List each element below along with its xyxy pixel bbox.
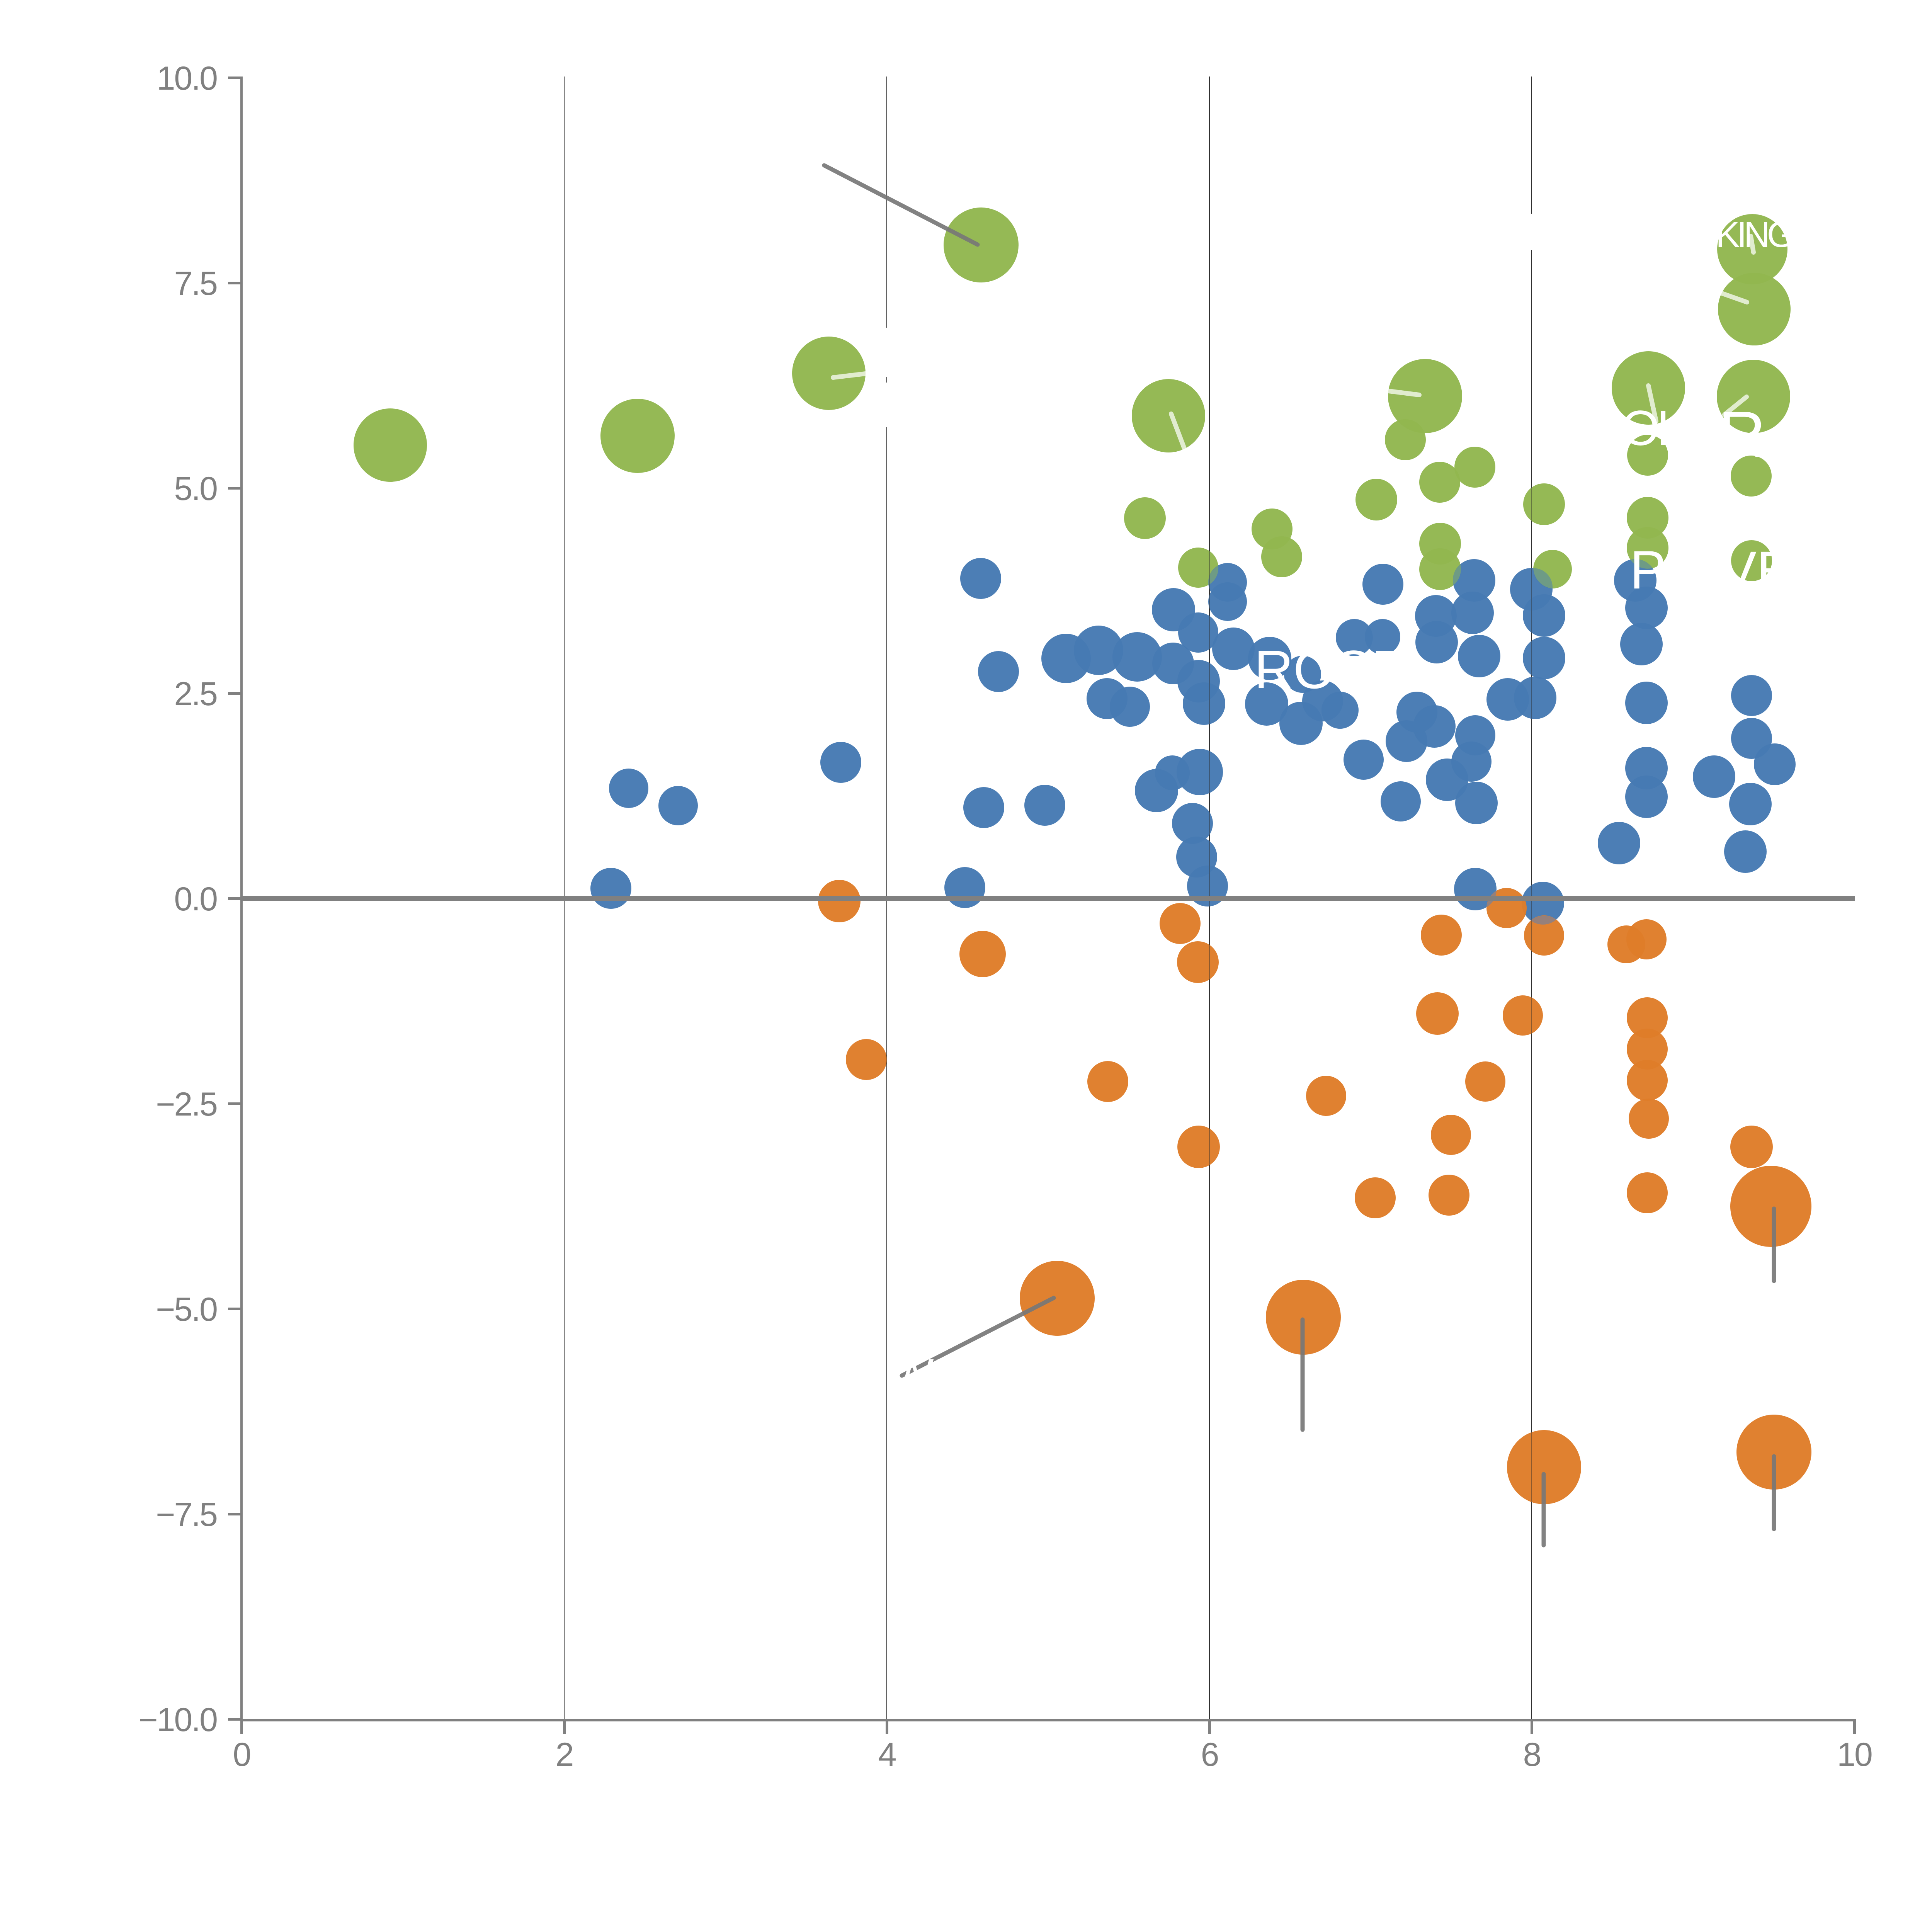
svg-text:5.0: 5.0 <box>174 470 217 507</box>
svg-text:0.0: 0.0 <box>174 881 217 918</box>
svg-text:R: R <box>1718 398 1766 471</box>
svg-text:8: 8 <box>1523 1736 1541 1773</box>
svg-text:ROSE: ROSE <box>1254 639 1408 700</box>
svg-text:−7.5: −7.5 <box>156 1496 217 1533</box>
svg-text:7.5: 7.5 <box>174 265 217 302</box>
svg-text:4: 4 <box>878 1736 896 1773</box>
svg-text:−5.0: −5.0 <box>156 1291 217 1328</box>
svg-text:0: 0 <box>233 1736 250 1773</box>
svg-text:OL: OL <box>1621 401 1683 456</box>
svg-text:10: 10 <box>1837 1736 1872 1773</box>
svg-text:−2.5: −2.5 <box>156 1086 217 1123</box>
svg-text:P: P <box>1630 539 1666 600</box>
svg-text:−10.0: −10.0 <box>138 1701 217 1738</box>
svg-text:VE: VE <box>1719 540 1794 602</box>
svg-text:KING: KING <box>1716 214 1793 255</box>
svg-text:2: 2 <box>556 1736 573 1773</box>
svg-text:2.5: 2.5 <box>174 675 217 713</box>
svg-text:10.0: 10.0 <box>157 60 217 97</box>
svg-text:HANWELL: HANWELL <box>792 1349 1016 1401</box>
svg-text:6: 6 <box>1201 1736 1218 1773</box>
